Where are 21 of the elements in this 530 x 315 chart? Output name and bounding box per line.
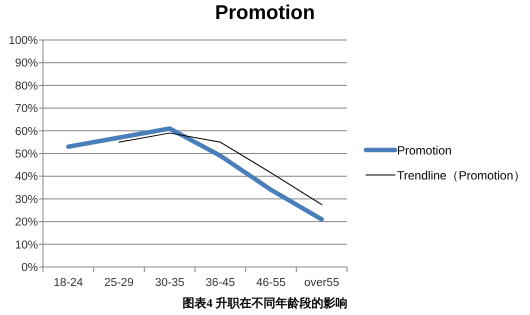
y-tick-label: 90% xyxy=(14,58,38,70)
y-tick-label: 0% xyxy=(21,262,38,274)
chart-title: Promotion xyxy=(215,2,315,24)
x-tick-label: 36-45 xyxy=(206,277,236,289)
legend-label: Trendline（Promotion） xyxy=(397,168,526,182)
text: 图表4 升职在不同年龄段的影响 xyxy=(182,296,348,310)
x-tick-label: 18-24 xyxy=(54,277,84,289)
y-tick-label: 100% xyxy=(8,35,38,47)
legend-label: Promotion xyxy=(397,144,452,158)
y-tick-label: 30% xyxy=(14,194,38,206)
y-tick-label: 70% xyxy=(14,103,38,116)
y-tick-label: 20% xyxy=(14,216,38,229)
y-tick-label: 10% xyxy=(14,239,38,252)
x-tick-label: 30-35 xyxy=(154,277,184,289)
y-tick-label: 60% xyxy=(14,126,38,138)
x-tick-label: over55 xyxy=(304,277,340,289)
y-tick-label: 80% xyxy=(14,80,38,92)
y-tick-label: 50% xyxy=(14,148,38,160)
y-tick-label: 40% xyxy=(14,171,38,184)
x-tick-label: 25-29 xyxy=(104,277,134,289)
x-tick-label: 46-55 xyxy=(256,277,286,289)
